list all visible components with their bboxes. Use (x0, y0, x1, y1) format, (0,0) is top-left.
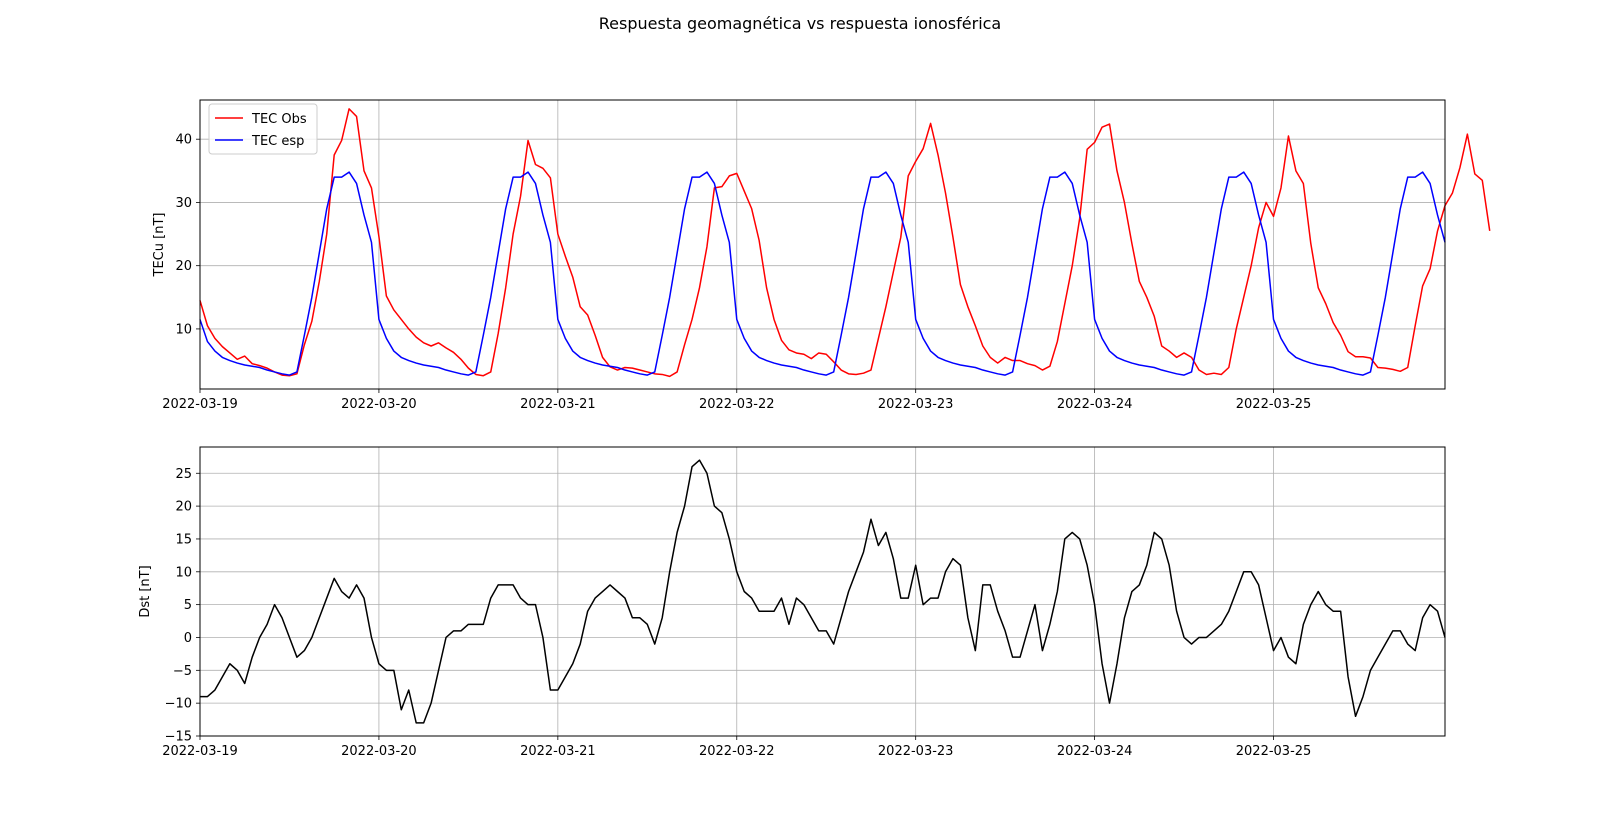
legend-box (208, 103, 318, 155)
tec-x-ticks: 2022-03-19 2022-03-20 2022-03-21 2022-03-22… (162, 389, 1311, 412)
dst-y-tick-label: 20 (175, 500, 192, 515)
dst-x-tick-label: 2022-03-20 (341, 744, 417, 759)
dst-y-ticks: −15 −10 −5 0 5 10 15 20 25 (165, 467, 200, 745)
dst-grid (199, 447, 1445, 737)
dst-series-line-0 (200, 459, 1446, 724)
tec-series-line-0 (199, 108, 1491, 378)
dst-y-tick-label: −5 (173, 664, 192, 679)
dst-x-tick-label: 2022-03-25 (1236, 744, 1312, 759)
tec-y-axis-label: TECu [nT] (152, 213, 167, 278)
tec-y-tick-label: 40 (175, 133, 192, 148)
dst-x-tick-label: 2022-03-21 (520, 744, 596, 759)
dst-y-tick-label: −15 (165, 730, 192, 745)
tec-lines (199, 108, 1491, 378)
tec-legend: TEC Obs TEC esp (208, 103, 318, 155)
dst-x-tick-label: 2022-03-23 (878, 744, 954, 759)
dst-x-ticks: 2022-03-19 2022-03-20 2022-03-21 2022-03-22… (162, 736, 1311, 759)
dst-y-tick-label: −10 (165, 697, 192, 712)
tec-x-tick-label: 2022-03-22 (699, 397, 775, 412)
legend-label-tec-obs: TEC Obs (251, 112, 307, 127)
legend-label-tec-esp: TEC esp (251, 134, 304, 149)
dst-y-tick-label: 10 (175, 565, 192, 580)
tec-x-tick-label: 2022-03-19 (162, 397, 238, 412)
tec-x-tick-label: 2022-03-24 (1057, 397, 1133, 412)
tec-y-ticks: 10 20 30 40 (175, 133, 200, 337)
tec-axes-frame (199, 99, 1446, 390)
tec-y-tick-label: 10 (175, 322, 192, 337)
dst-lines (200, 459, 1446, 724)
tec-grid (199, 100, 1445, 389)
tec-x-tick-label: 2022-03-25 (1236, 397, 1312, 412)
tec-y-tick-label: 30 (175, 196, 192, 211)
dst-x-tick-label: 2022-03-22 (699, 744, 775, 759)
tec-x-tick-label: 2022-03-23 (878, 397, 954, 412)
dst-y-tick-label: 25 (175, 467, 192, 482)
dst-plot: 2022-03-19 2022-03-20 2022-03-21 2022-03-22… (138, 446, 1446, 759)
tec-series-line-1 (199, 171, 1446, 376)
dst-y-tick-label: 5 (184, 598, 192, 613)
dst-x-tick-label: 2022-03-19 (162, 744, 238, 759)
dst-y-axis-label: Dst [nT] (138, 565, 153, 617)
tec-plot: 2022-03-19 2022-03-20 2022-03-21 2022-03-22… (152, 99, 1491, 412)
tec-y-tick-label: 20 (175, 259, 192, 274)
tec-x-tick-label: 2022-03-20 (341, 397, 417, 412)
dst-y-tick-label: 15 (175, 532, 192, 547)
tec-x-tick-label: 2022-03-21 (520, 397, 596, 412)
chart-title: Respuesta geomagnética vs respuesta iono… (599, 14, 1001, 33)
dst-y-tick-label: 0 (184, 631, 192, 646)
dst-x-tick-label: 2022-03-24 (1057, 744, 1133, 759)
dst-axes-frame (199, 446, 1446, 737)
